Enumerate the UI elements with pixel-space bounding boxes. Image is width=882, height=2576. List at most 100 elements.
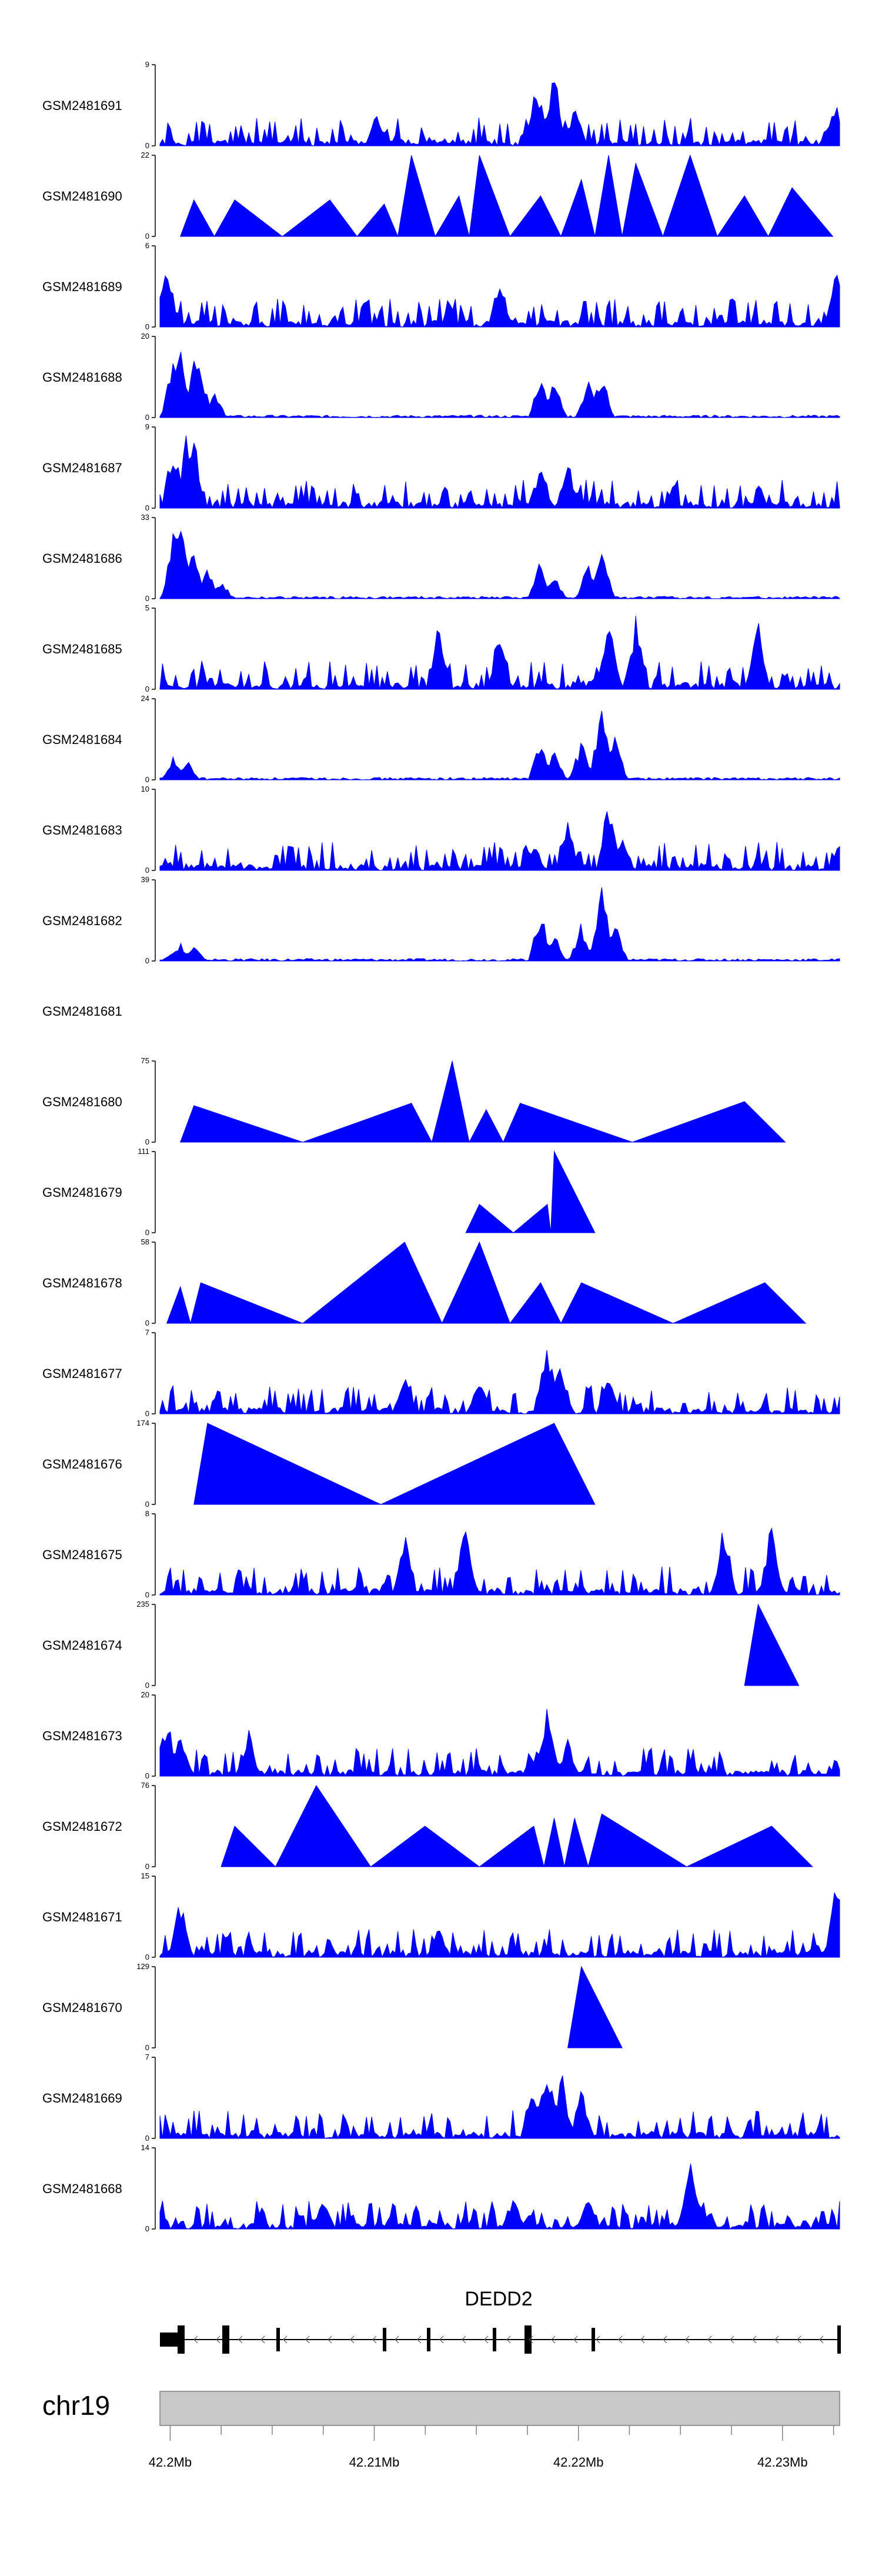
- y-max-label: 20: [141, 332, 149, 341]
- strand-arrow: [551, 2335, 556, 2344]
- track-label: GSM2481690: [42, 189, 122, 203]
- y-min-label: 0: [145, 1319, 149, 1327]
- strand-arrow: [484, 2335, 489, 2344]
- strand-arrow: [618, 2335, 623, 2344]
- y-min-label: 0: [145, 685, 149, 693]
- coverage-signal: [179, 154, 834, 238]
- strand-arrow: [350, 2335, 355, 2344]
- coverage-signal: [159, 2163, 840, 2230]
- track-label: GSM2481670: [42, 2000, 122, 2015]
- y-min-label: 0: [145, 322, 149, 331]
- coord-label: 42.2Mb: [149, 2455, 192, 2470]
- track-GSM2481681: GSM2481681: [42, 1004, 122, 1019]
- strand-arrow: [462, 2335, 466, 2344]
- track-GSM2481676: GSM2481676 174 0: [42, 1419, 596, 1509]
- coverage-signal: [159, 1527, 840, 1596]
- strand-arrow: [640, 2335, 645, 2344]
- y-min-label: 0: [145, 1137, 149, 1146]
- y-min-label: 0: [145, 503, 149, 512]
- strand-arrow: [328, 2335, 332, 2344]
- y-min-label: 0: [145, 2134, 149, 2143]
- track-label: GSM2481675: [42, 1547, 122, 1562]
- strand-arrow: [573, 2335, 578, 2344]
- coverage-signal: [159, 1891, 840, 1958]
- track-label: GSM2481673: [42, 1729, 122, 1743]
- y-max-label: 75: [141, 1056, 149, 1065]
- y-max-label: 7: [145, 2053, 149, 2061]
- y-min-label: 0: [145, 413, 149, 422]
- track-label: GSM2481684: [42, 732, 122, 747]
- y-min-label: 0: [145, 1771, 149, 1780]
- exon: [222, 2325, 229, 2354]
- track-label: GSM2481676: [42, 1457, 122, 1471]
- y-min-label: 0: [145, 1862, 149, 1871]
- track-label: GSM2481677: [42, 1366, 122, 1381]
- y-max-label: 20: [141, 1690, 149, 1699]
- track-GSM2481677: GSM2481677 7 0: [42, 1328, 840, 1418]
- track-label: GSM2481669: [42, 2091, 122, 2105]
- y-max-label: 111: [138, 1147, 149, 1156]
- y-min-label: 0: [145, 1409, 149, 1418]
- chromosome-ideogram: [159, 2391, 840, 2426]
- strand-arrow: [596, 2335, 600, 2344]
- track-label: GSM2481672: [42, 1819, 122, 1834]
- coord-label: 42.21Mb: [349, 2455, 400, 2470]
- track-GSM2481679: GSM2481679 111 0: [42, 1147, 596, 1237]
- coverage-signal: [744, 1603, 800, 1686]
- track-GSM2481670: GSM2481670 129 0: [42, 1962, 623, 2052]
- strand-arrow: [238, 2335, 243, 2344]
- exon: [160, 2333, 178, 2347]
- y-max-label: 174: [136, 1419, 149, 1427]
- strand-arrow: [529, 2335, 533, 2344]
- y-max-label: 235: [136, 1600, 149, 1609]
- gene-name: DEDD2: [465, 2288, 532, 2310]
- track-GSM2481668: GSM2481668 14 0: [42, 2143, 840, 2233]
- track-GSM2481682: GSM2481682 39 0: [42, 875, 840, 965]
- strand-arrow: [395, 2335, 399, 2344]
- coverage-signal: [159, 887, 840, 962]
- exon: [524, 2325, 532, 2354]
- track-label: GSM2481691: [42, 98, 122, 113]
- coverage-signal: [159, 811, 840, 872]
- coverage-signal: [159, 274, 840, 328]
- y-min-label: 0: [145, 1500, 149, 1509]
- y-max-label: 129: [136, 1962, 149, 1971]
- exon: [383, 2328, 386, 2351]
- exon: [837, 2325, 841, 2354]
- coverage-signal: [179, 1060, 786, 1143]
- track-GSM2481689: GSM2481689 6 0: [42, 241, 840, 331]
- y-max-label: 58: [141, 1237, 149, 1246]
- y-min-label: 0: [145, 1590, 149, 1599]
- coverage-signal: [159, 1350, 840, 1414]
- track-label: GSM2481685: [42, 642, 122, 656]
- track-GSM2481678: GSM2481678 58 0: [42, 1237, 807, 1327]
- exon: [178, 2325, 185, 2354]
- chromosome-name: chr19: [42, 2390, 110, 2421]
- strand-arrow: [260, 2335, 265, 2344]
- coord-label: 42.23Mb: [757, 2455, 808, 2470]
- coverage-signal: [166, 1241, 807, 1324]
- y-max-label: 8: [145, 1509, 149, 1518]
- coverage-signal: [465, 1150, 596, 1233]
- y-max-label: 24: [141, 694, 149, 703]
- strand-arrow: [819, 2335, 824, 2344]
- track-GSM2481691: GSM2481691 9 0: [42, 60, 840, 150]
- track-label: GSM2481683: [42, 823, 122, 837]
- y-max-label: 6: [145, 241, 149, 250]
- strand-arrow: [774, 2335, 779, 2344]
- track-GSM2481675: GSM2481675 8 0: [42, 1509, 840, 1599]
- coverage-tracks: GSM248169190GSM2481690220GSM248168960GSM…: [42, 60, 840, 2233]
- strand-arrow: [663, 2335, 667, 2344]
- strand-arrow: [730, 2335, 734, 2344]
- y-max-label: 9: [145, 422, 149, 431]
- track-GSM2481673: GSM2481673 20 0: [42, 1690, 840, 1780]
- track-GSM2481686: GSM2481686 33 0: [42, 513, 840, 603]
- y-max-label: 7: [145, 1328, 149, 1337]
- strand-arrow: [506, 2335, 511, 2344]
- track-GSM2481669: GSM2481669 7 0: [42, 2053, 840, 2143]
- exon: [493, 2328, 496, 2351]
- track-GSM2481688: GSM2481688 20 0: [42, 332, 840, 422]
- coverage-signal: [159, 616, 840, 690]
- y-min-label: 0: [145, 866, 149, 875]
